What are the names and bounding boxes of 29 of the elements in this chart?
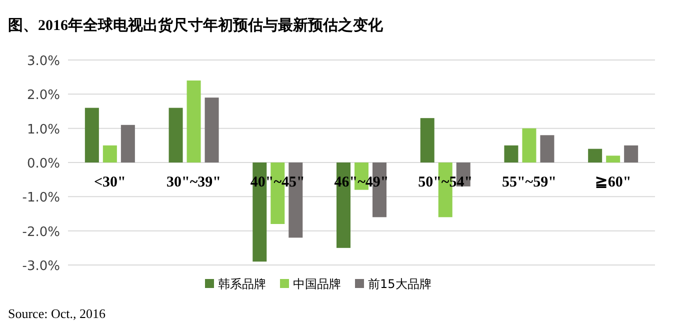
y-tick-label: -3.0% bbox=[22, 259, 60, 274]
bar bbox=[420, 118, 434, 162]
y-tick-label: 3.0% bbox=[26, 54, 60, 69]
y-tick-label: 1.0% bbox=[26, 122, 60, 138]
legend-label: 韩系品牌 bbox=[218, 277, 266, 291]
bar bbox=[504, 145, 518, 162]
x-tick-label: <30" bbox=[94, 174, 126, 190]
y-tick-label: 0.0% bbox=[26, 156, 60, 172]
bar bbox=[102, 145, 117, 162]
bar bbox=[120, 124, 135, 162]
bar bbox=[168, 108, 183, 162]
bar bbox=[84, 108, 99, 162]
bar bbox=[588, 148, 602, 162]
bar bbox=[522, 128, 536, 162]
y-tick-label: -1.0% bbox=[22, 190, 60, 206]
bar bbox=[204, 98, 219, 162]
source-note: Source: Oct., 2016 bbox=[8, 306, 106, 321]
chart-title: 图、2016年全球电视出货尺寸年初预估与最新预估之变化 bbox=[8, 16, 384, 34]
y-tick-label: 2.0% bbox=[26, 88, 60, 104]
bar bbox=[186, 80, 201, 162]
x-tick-label: 55"~59" bbox=[502, 174, 556, 190]
x-tick-label: 30"~39" bbox=[166, 174, 222, 190]
bar bbox=[624, 145, 638, 162]
x-tick-label: ≧60" bbox=[594, 174, 632, 190]
bar bbox=[540, 135, 554, 162]
y-tick-label: -2.0% bbox=[22, 224, 60, 240]
bar bbox=[606, 156, 620, 162]
legend-label: 前15大品牌 bbox=[368, 277, 432, 291]
legend-label: 中国品牌 bbox=[293, 277, 341, 291]
